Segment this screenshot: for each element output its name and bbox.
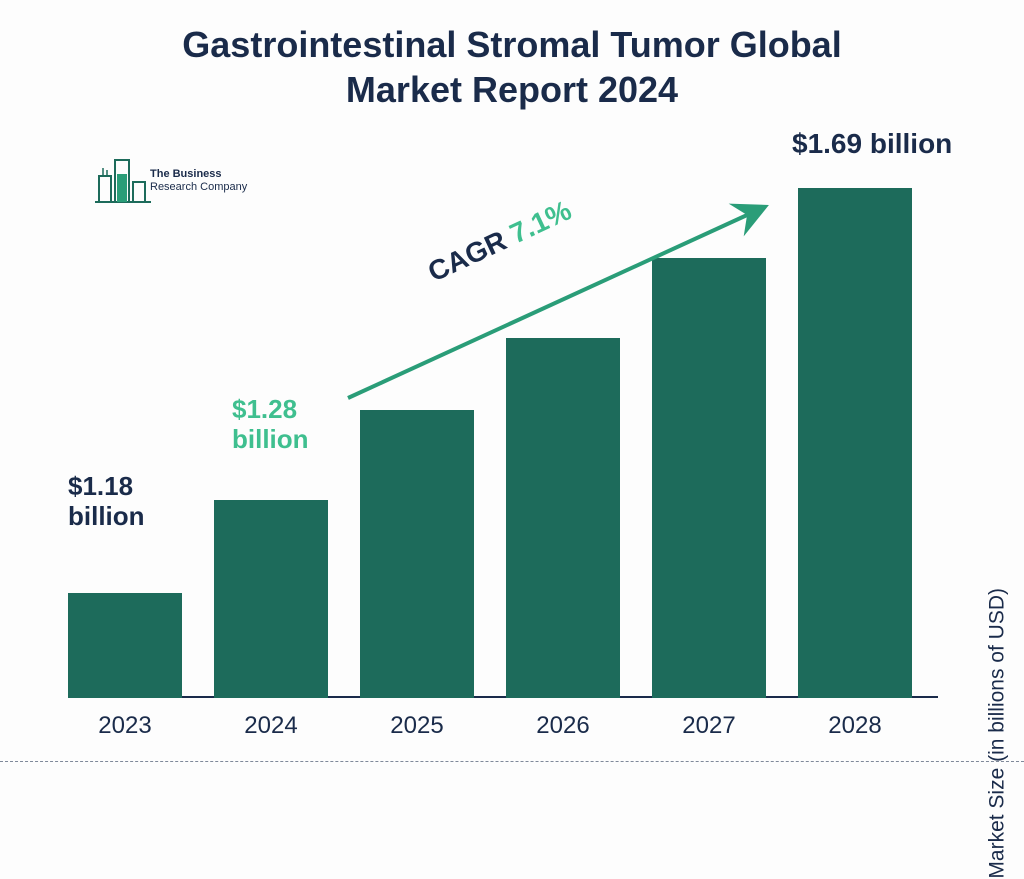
bar-2023 — [68, 593, 182, 698]
title-line1: Gastrointestinal Stromal Tumor Global — [0, 22, 1024, 67]
xlabel-2025: 2025 — [360, 712, 474, 740]
xlabel-2027: 2027 — [652, 712, 766, 740]
y-axis-label: Market Size (in billions of USD) — [986, 588, 1010, 879]
bar-2025 — [360, 410, 474, 698]
title-line2: Market Report 2024 — [0, 67, 1024, 112]
value-label-2: $1.69 billion — [792, 128, 952, 160]
xlabel-2028: 2028 — [798, 712, 912, 740]
bar-2027 — [652, 258, 766, 698]
xlabel-2023: 2023 — [68, 712, 182, 740]
xlabel-2024: 2024 — [214, 712, 328, 740]
bar-2024 — [214, 500, 328, 698]
bar-2026 — [506, 338, 620, 698]
xlabel-2026: 2026 — [506, 712, 620, 740]
value-label-0: $1.18billion — [68, 472, 145, 532]
chart-title: Gastrointestinal Stromal Tumor Global Ma… — [0, 22, 1024, 112]
bar-2028 — [798, 188, 912, 698]
bottom-divider — [0, 761, 1024, 762]
value-label-1: $1.28billion — [232, 395, 309, 455]
